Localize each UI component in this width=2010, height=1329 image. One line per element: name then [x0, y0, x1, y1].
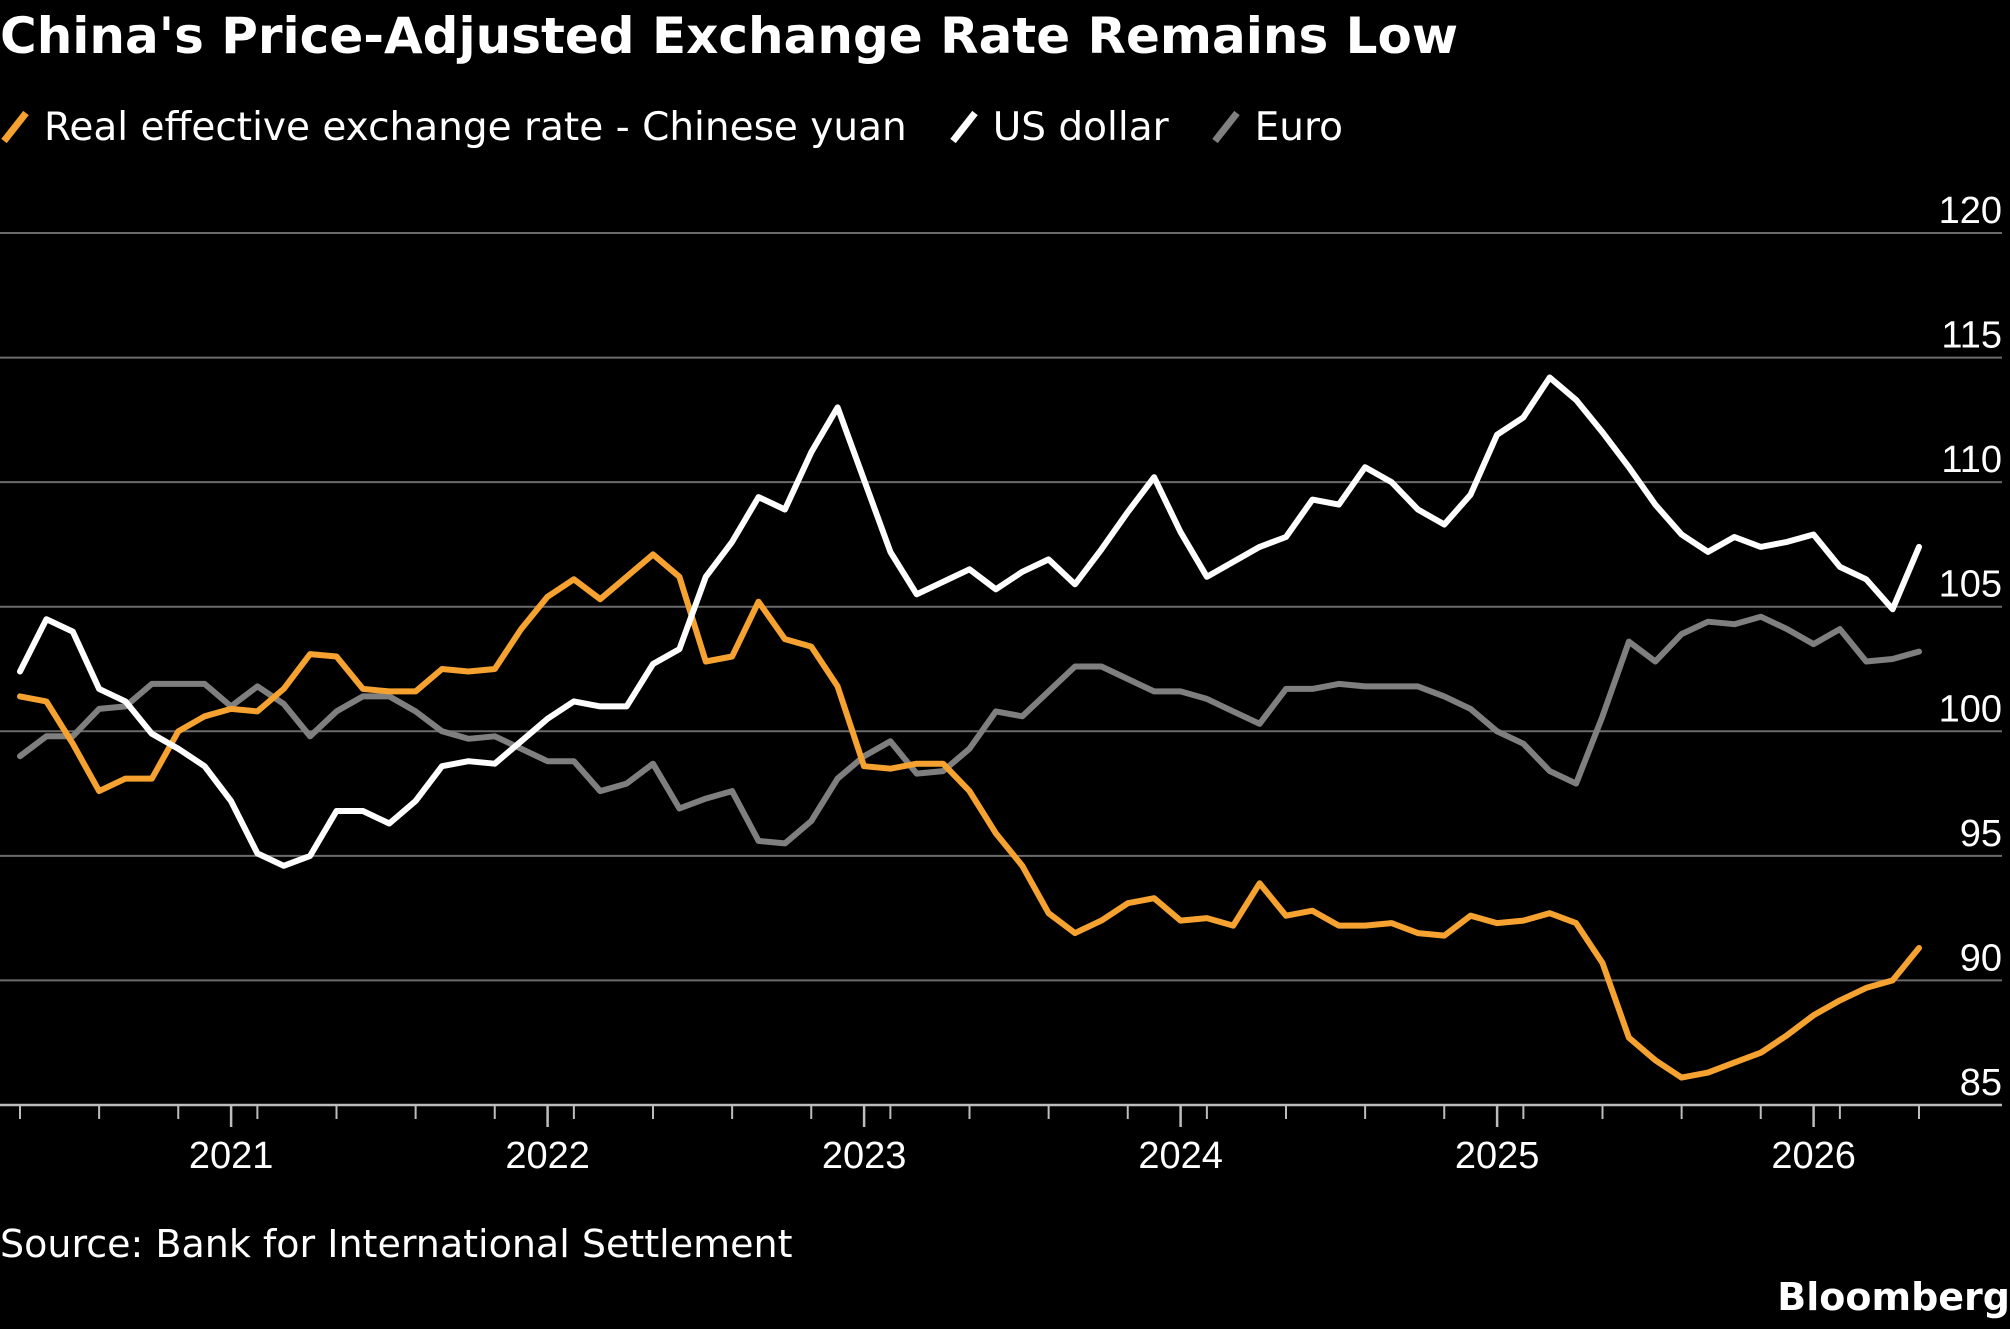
x-tick-label: 2024 — [1138, 1135, 1223, 1177]
legend-swatch-euro-icon — [1211, 110, 1240, 144]
legend-swatch-yuan-icon — [1, 110, 29, 144]
gridlines — [0, 232, 2002, 1107]
x-tick-label: 2021 — [189, 1135, 274, 1177]
legend-item-euro: Euro — [1211, 105, 1343, 150]
y-tick-label: 120 — [1939, 190, 2002, 232]
legend-swatch-usd-icon — [949, 110, 978, 144]
y-tick-label: 100 — [1939, 688, 2002, 730]
series-lines — [17, 374, 1922, 1081]
legend-item-yuan: Real effective exchange rate - Chinese y… — [0, 105, 907, 150]
y-tick-label: 95 — [1960, 813, 2002, 855]
source-note: Source: Bank for International Settlemen… — [0, 1222, 793, 1266]
bloomberg-logo: Bloomberg — [1777, 1275, 2010, 1319]
legend-label-usd: US dollar — [992, 104, 1169, 150]
y-tick-label: 85 — [1960, 1062, 2002, 1104]
series-line-yuan — [17, 551, 1922, 1081]
x-tick-label: 2025 — [1455, 1135, 1540, 1177]
legend-label-euro: Euro — [1254, 104, 1344, 150]
series-line-euro — [17, 613, 1922, 847]
x-tick-label: 2023 — [822, 1135, 907, 1177]
legend-item-usd: US dollar — [949, 105, 1169, 150]
y-tick-label: 105 — [1939, 564, 2002, 606]
y-tick-label: 90 — [1960, 937, 2002, 979]
chart-legend: Real effective exchange rate - Chinese y… — [0, 98, 1385, 156]
chart-title: China's Price-Adjusted Exchange Rate Rem… — [0, 7, 1459, 65]
x-axis: 2021 2022 2023 2024 2025 2026 — [19, 1105, 1920, 1177]
series-line-usd — [17, 374, 1922, 869]
y-tick-label: 115 — [1941, 315, 2002, 357]
x-tick-label: 2026 — [1771, 1135, 1856, 1177]
legend-label-yuan: Real effective exchange rate - Chinese y… — [44, 104, 907, 150]
y-tick-label: 110 — [1941, 439, 2002, 481]
y-axis-labels: 85 90 95 100 105 110 115 120 — [1939, 190, 2002, 1104]
x-tick-label: 2022 — [505, 1135, 590, 1177]
